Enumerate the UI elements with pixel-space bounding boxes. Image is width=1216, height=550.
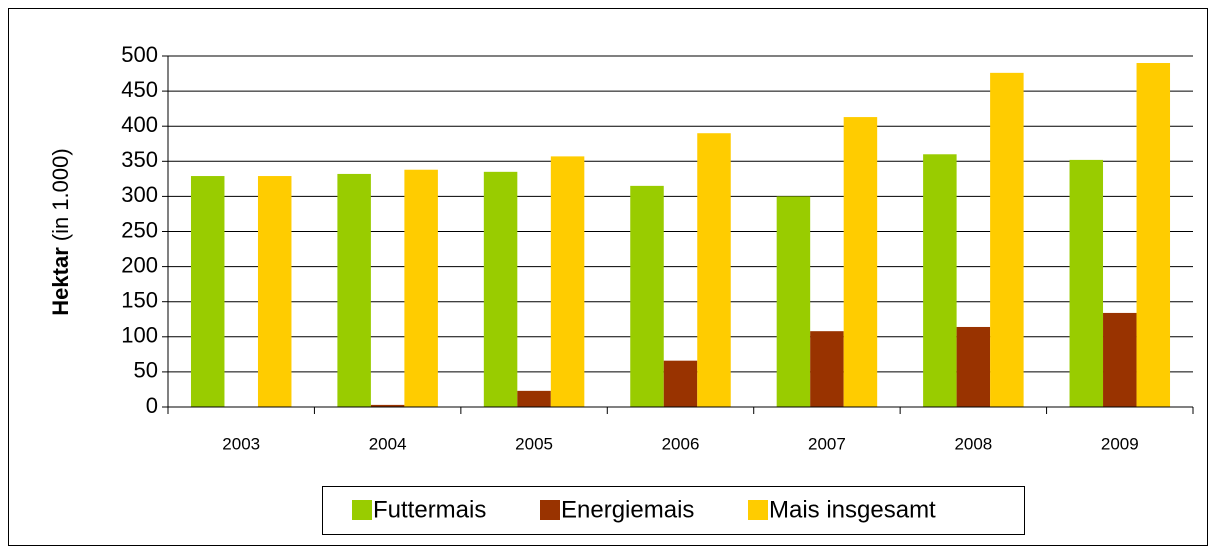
y-tick-label: 500 [121,42,158,67]
bar [190,176,225,407]
bar [663,360,698,407]
x-tick-label: 2008 [954,434,992,453]
y-tick-label: 250 [121,217,158,242]
bar [550,156,585,407]
x-tick-label: 2003 [222,434,260,453]
y-axis-label: Hektar (in 1.000) [48,148,73,315]
bar [1103,312,1137,407]
chart-border [8,8,1208,546]
legend-label: Futtermais [373,496,486,523]
bar [517,390,551,407]
x-tick-label: 2007 [808,434,846,453]
legend-swatch [540,500,560,520]
bar [1136,63,1171,408]
x-tick-label: 2006 [662,434,700,453]
bar [776,196,811,407]
bar [923,154,957,407]
x-tick-label: 2005 [515,434,553,453]
legend-swatch [352,500,372,520]
legend-swatch [748,500,768,520]
y-tick-label: 450 [121,77,158,102]
legend-label: Mais insgesamt [769,496,936,523]
bar [843,117,878,407]
y-tick-label: 150 [121,288,158,313]
y-axis-label-unit: (in 1.000) [48,148,73,241]
bar [337,173,371,407]
x-tick-label: 2009 [1101,434,1139,453]
bar [404,169,438,407]
y-tick-label: 400 [121,112,158,137]
bar [697,133,731,407]
legend-label: Energiemais [561,496,694,523]
bar [483,171,518,407]
bar [956,326,991,407]
bar [1069,159,1104,407]
y-tick-label: 300 [121,182,158,207]
y-axis-label-main: Hektar [48,247,73,316]
legend-box [322,486,1025,535]
bar [810,331,844,407]
y-tick-label: 50 [134,358,158,383]
y-tick-label: 0 [146,393,158,418]
y-tick-label: 100 [121,323,158,348]
y-tick-label: 200 [121,252,158,277]
y-tick-label: 350 [121,147,158,172]
bar [990,72,1024,408]
bar [370,404,405,407]
x-tick-label: 2004 [369,434,407,453]
bar [630,185,664,407]
bar [257,176,292,407]
